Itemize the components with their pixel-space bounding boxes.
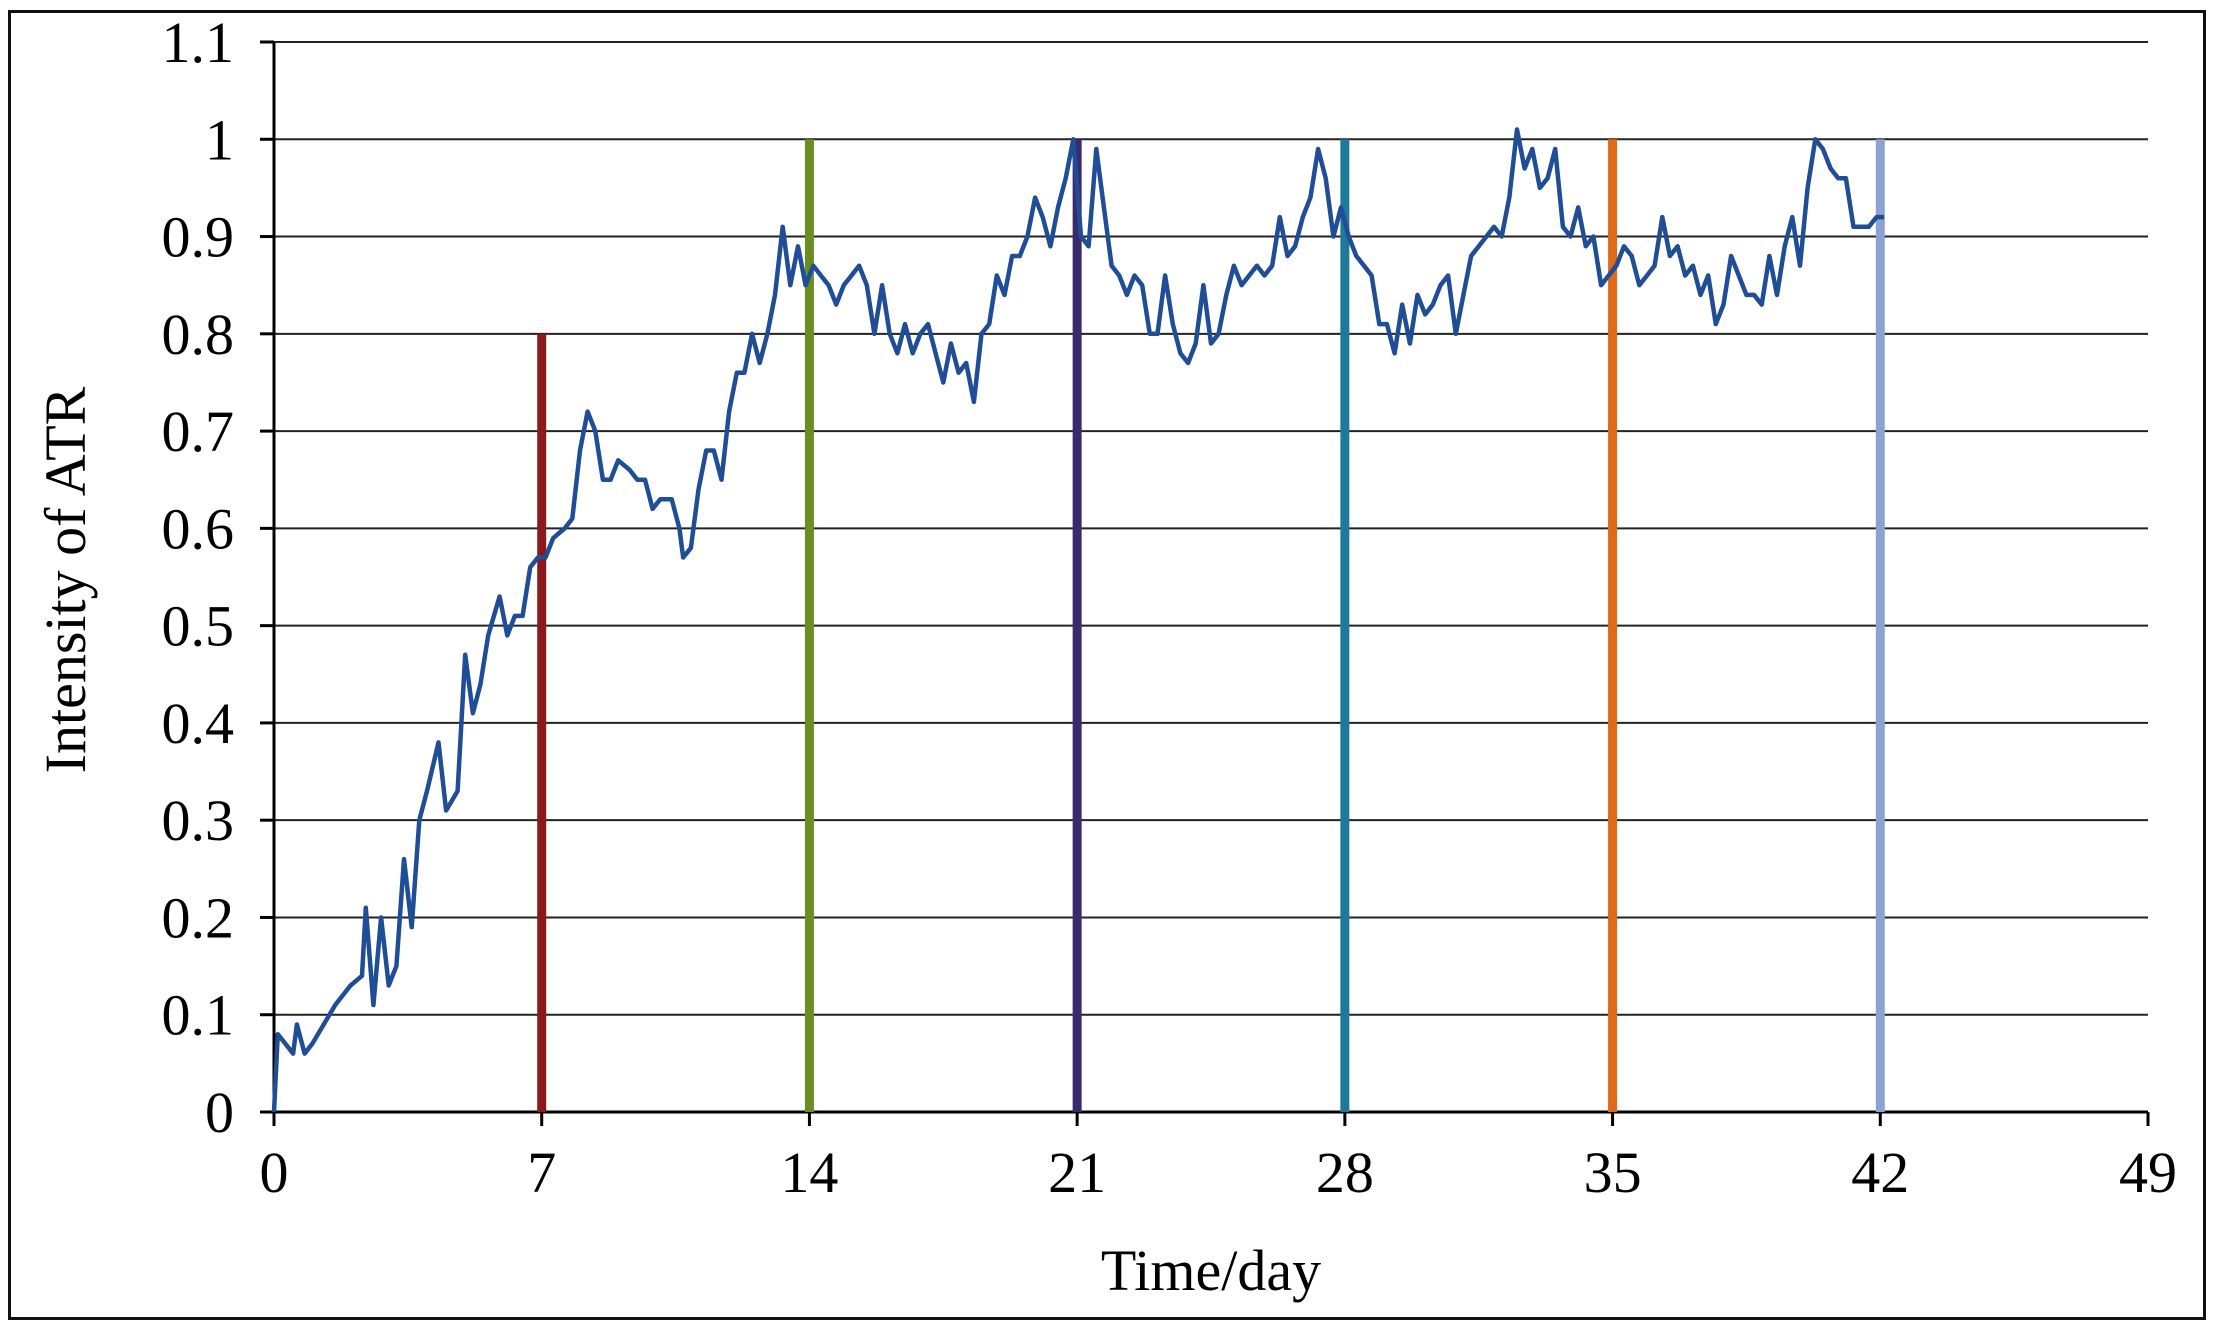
y-tick-label-5: 0.5 — [162, 594, 235, 659]
y-tick-labels: 0 0.1 0.2 0.3 0.4 0.5 0.6 0.7 0.8 0.9 1 1.1 — [162, 10, 235, 1145]
x-tick-label-0: 0 — [260, 1140, 289, 1205]
y-tick-label-11: 1.1 — [162, 10, 235, 75]
y-tick-label-8: 0.8 — [162, 302, 235, 367]
y-tick-label-9: 0.9 — [162, 205, 235, 270]
y-tick-label-7: 0.7 — [162, 399, 235, 464]
x-tick-labels: 0 7 14 21 28 35 42 49 — [260, 1140, 2178, 1205]
y-tick-label-6: 0.6 — [162, 496, 235, 561]
x-tick-label-5: 35 — [1584, 1140, 1642, 1205]
x-tick-label-2: 14 — [780, 1140, 838, 1205]
y-tick-label-10: 1 — [205, 107, 234, 172]
series-line-0 — [271, 127, 1885, 1113]
y-tick-label-4: 0.4 — [162, 691, 235, 756]
y-tick-label-2: 0.2 — [162, 885, 235, 950]
y-tick-label-1: 0.1 — [162, 983, 235, 1048]
y-tick-label-0: 0 — [205, 1080, 234, 1145]
x-tick-label-6: 42 — [1851, 1140, 1909, 1205]
x-tick-label-7: 49 — [2119, 1140, 2177, 1205]
x-axis-title: Time/day — [1101, 1238, 1321, 1303]
series — [271, 127, 1885, 1113]
axes — [260, 40, 2150, 1126]
x-tick-label-4: 28 — [1316, 1140, 1374, 1205]
marker-lines — [537, 139, 1885, 1112]
gridlines — [274, 41, 2148, 1016]
x-tick-label-3: 21 — [1048, 1140, 1106, 1205]
y-tick-label-3: 0.3 — [162, 788, 235, 853]
y-axis-title: Intensity of ATR — [33, 386, 98, 773]
x-tick-label-1: 7 — [527, 1140, 556, 1205]
